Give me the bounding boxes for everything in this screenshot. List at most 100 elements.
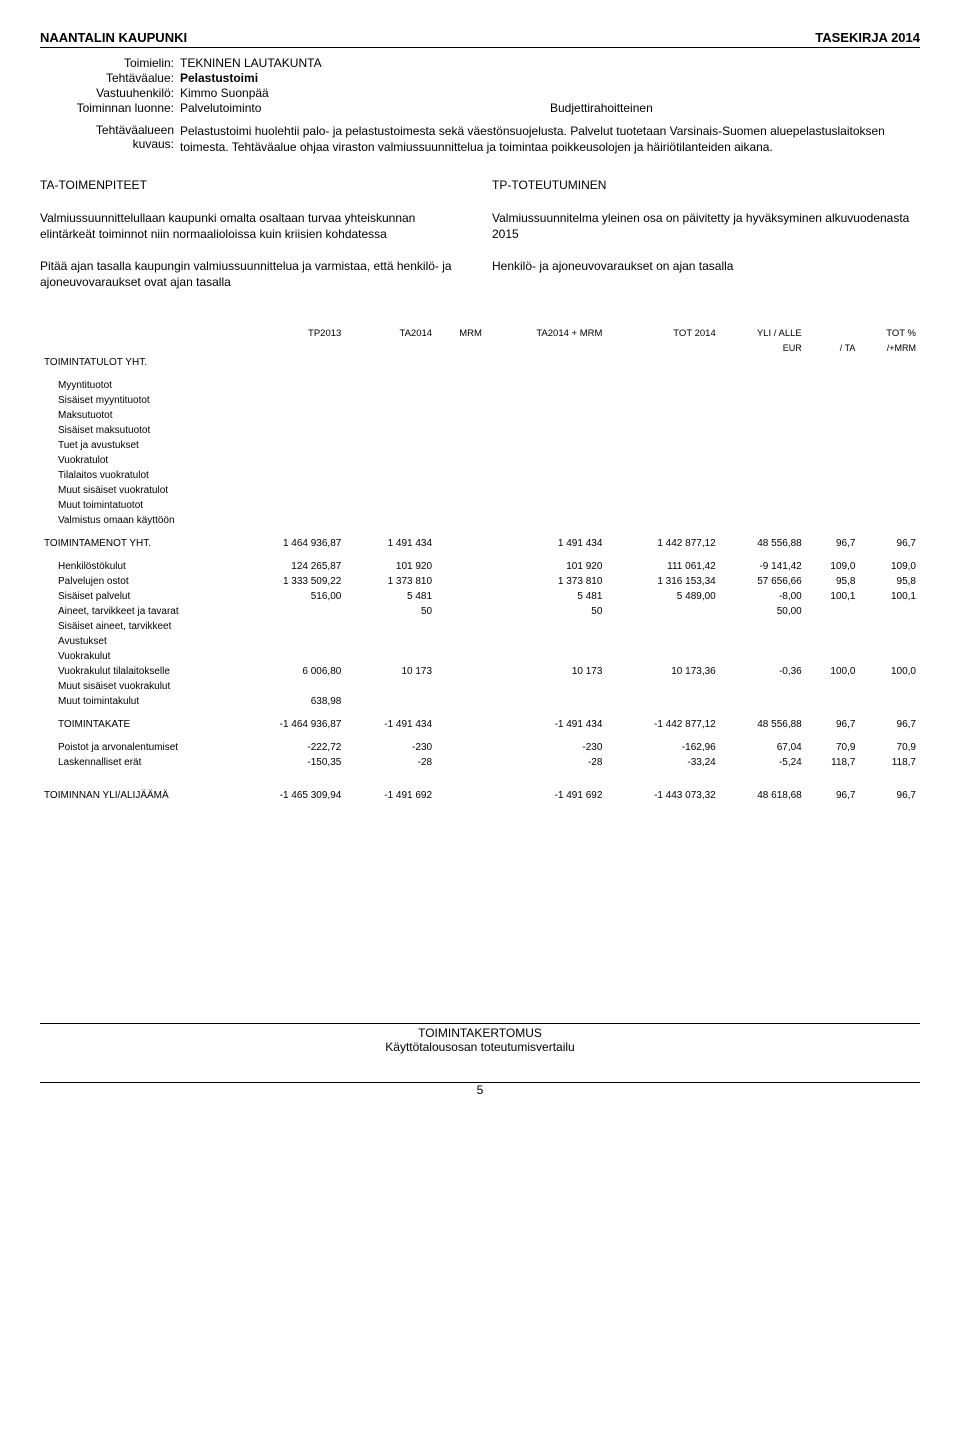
cell-label: Sisäiset maksutuotot: [40, 423, 232, 438]
cell-label: Tuet ja avustukset: [40, 438, 232, 453]
cell-label: Vuokrakulut: [40, 649, 232, 664]
row-avust: Avustukset: [40, 634, 920, 649]
cell: 101 920: [486, 559, 606, 574]
row-vuok-tila: Vuokrakulut tilalaitokselle 6 006,80 10 …: [40, 664, 920, 679]
cell: -1 442 877,12: [606, 717, 719, 732]
ta-heading: TA-TOIMENPITEET: [40, 177, 468, 193]
meta-vastuu: Kimmo Suonpää: [180, 86, 550, 100]
cell: 5 481: [486, 589, 606, 604]
cell: [232, 604, 345, 619]
cell: 1 442 877,12: [606, 536, 719, 551]
cell: 10 173: [486, 664, 606, 679]
row-muut-toimt: Muut toimintatuotot: [40, 498, 920, 513]
col-totpct: TOT %: [806, 326, 920, 341]
cell: 638,98: [232, 694, 345, 709]
cell: 96,7: [859, 536, 920, 551]
row-maksu: Maksutuotot: [40, 408, 920, 423]
row-kate: TOIMINTAKATE -1 464 936,87 -1 491 434 -1…: [40, 717, 920, 732]
cell-label: Sisäiset aineet, tarvikkeet: [40, 619, 232, 634]
row-henk: Henkilöstökulut 124 265,87 101 920 101 9…: [40, 559, 920, 574]
cell: 57 656,66: [720, 574, 806, 589]
cell-label: Tilalaitos vuokratulot: [40, 468, 232, 483]
col-eur: EUR: [720, 341, 806, 355]
cell: 95,8: [859, 574, 920, 589]
cell: [436, 536, 486, 551]
desc-text: Pelastustoimi huolehtii palo- ja pelastu…: [180, 123, 920, 155]
cell: 118,7: [859, 755, 920, 770]
cell: -1 464 936,87: [232, 717, 345, 732]
cell: 10 173: [345, 664, 436, 679]
cell-label: Laskennalliset erät: [40, 755, 232, 770]
meta-toimielin: TEKNINEN LAUTAKUNTA: [180, 56, 550, 70]
cell: -5,24: [720, 755, 806, 770]
header-rule: [40, 47, 920, 48]
cell-label: Sisäiset myyntituotot: [40, 393, 232, 408]
row-yliali: TOIMINNAN YLI/ALIJÄÄMÄ -1 465 309,94 -1 …: [40, 788, 920, 803]
row-sis-palv: Sisäiset palvelut 516,00 5 481 5 481 5 4…: [40, 589, 920, 604]
meta-luonne-left: Palvelutoiminto: [180, 101, 550, 115]
row-valmistus: Valmistus omaan käyttöön: [40, 513, 920, 528]
cell: [436, 664, 486, 679]
cell-label: Muut toimintakulut: [40, 694, 232, 709]
cell: 100,0: [806, 664, 860, 679]
desc-label-2: kuvaus:: [40, 137, 174, 151]
cell: -162,96: [606, 740, 719, 755]
row-vuokratulot: Vuokratulot: [40, 453, 920, 468]
cell: 109,0: [859, 559, 920, 574]
row-sis-myynti: Sisäiset myyntituotot: [40, 393, 920, 408]
cell: 70,9: [806, 740, 860, 755]
cell-label: Muut sisäiset vuokratulot: [40, 483, 232, 498]
cell: -222,72: [232, 740, 345, 755]
meta-block: Toimielin: TEKNINEN LAUTAKUNTA Tehtäväal…: [40, 56, 920, 115]
row-tuet: Tuet ja avustukset: [40, 438, 920, 453]
cell-label: Avustukset: [40, 634, 232, 649]
row-lask: Laskennalliset erät -150,35 -28 -28 -33,…: [40, 755, 920, 770]
row-poistot: Poistot ja arvonalentumiset -222,72 -230…: [40, 740, 920, 755]
doc-header-left: NAANTALIN KAUPUNKI: [40, 30, 187, 45]
cell: [606, 604, 719, 619]
cell: 118,7: [806, 755, 860, 770]
cell: [436, 755, 486, 770]
cell: 96,7: [806, 788, 860, 803]
meta-label-luonne: Toiminnan luonne:: [40, 101, 180, 115]
cell: 516,00: [232, 589, 345, 604]
cell: 50: [486, 604, 606, 619]
cell-label: Poistot ja arvonalentumiset: [40, 740, 232, 755]
footer-title-1: TOIMINTAKERTOMUS: [40, 1026, 920, 1040]
cell-label: Myyntituotot: [40, 378, 232, 393]
cell: 96,7: [859, 788, 920, 803]
cell: -9 141,42: [720, 559, 806, 574]
cell: 67,04: [720, 740, 806, 755]
cell: [436, 604, 486, 619]
cell-label: TOIMINTATULOT YHT.: [40, 355, 232, 370]
meta-label-tehtavaalu: Tehtäväalue:: [40, 71, 180, 85]
cell-label: Muut sisäiset vuokrakulut: [40, 679, 232, 694]
col-tp2013: TP2013: [232, 326, 345, 341]
row-palv: Palvelujen ostot 1 333 509,22 1 373 810 …: [40, 574, 920, 589]
row-sis-aineet: Sisäiset aineet, tarvikkeet: [40, 619, 920, 634]
cell: 109,0: [806, 559, 860, 574]
cell: -230: [345, 740, 436, 755]
cell: -230: [486, 740, 606, 755]
cell: 100,1: [806, 589, 860, 604]
cell-label: Muut toimintatuotot: [40, 498, 232, 513]
cell-label: TOIMINTAMENOT YHT.: [40, 536, 232, 551]
footer-title-2: Käyttötalousosan toteutumisvertailu: [40, 1040, 920, 1054]
cell: 1 491 434: [345, 536, 436, 551]
ta-item-2: Pitää ajan tasalla kaupungin valmiussuun…: [40, 258, 468, 290]
cell: -33,24: [606, 755, 719, 770]
cell: 48 556,88: [720, 717, 806, 732]
col-mrm: MRM: [436, 326, 486, 341]
cell: 124 265,87: [232, 559, 345, 574]
cell: 95,8: [806, 574, 860, 589]
doc-header-right: TASEKIRJA 2014: [815, 30, 920, 45]
cell: [436, 717, 486, 732]
cell: [859, 604, 920, 619]
page-number: 5: [40, 1083, 920, 1097]
cell-label: Sisäiset palvelut: [40, 589, 232, 604]
cell-label: Henkilöstökulut: [40, 559, 232, 574]
cell: 1 464 936,87: [232, 536, 345, 551]
cell: 10 173,36: [606, 664, 719, 679]
cell: 50: [345, 604, 436, 619]
cell: -1 491 692: [345, 788, 436, 803]
